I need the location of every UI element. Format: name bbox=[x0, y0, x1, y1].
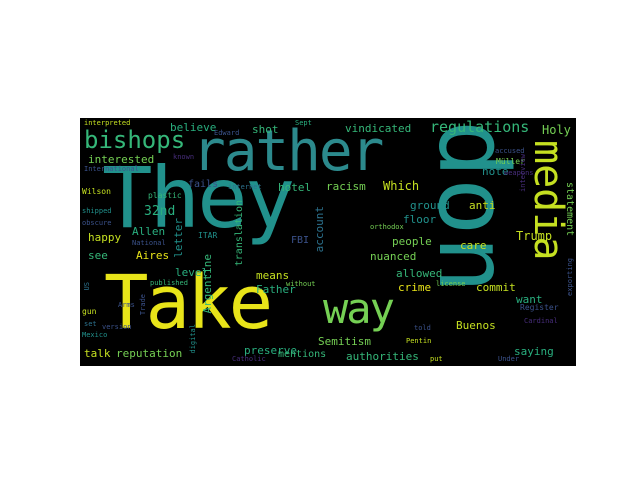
word-which: Which bbox=[383, 179, 420, 193]
word-mexico: Mexico bbox=[82, 331, 108, 339]
word-care: care bbox=[460, 239, 487, 252]
word-set: set bbox=[84, 320, 97, 328]
word-register: Register bbox=[520, 303, 559, 312]
word-trump: Trump bbox=[516, 229, 553, 243]
word-version: version bbox=[102, 323, 132, 331]
word-saying: saying bbox=[514, 345, 554, 358]
word-internet: internet bbox=[228, 183, 262, 191]
word-32nd: 32nd bbox=[144, 204, 176, 219]
word-cardinal: Cardinal bbox=[524, 317, 558, 325]
word-means: means bbox=[256, 269, 290, 282]
word-nuanced: nuanced bbox=[370, 250, 417, 263]
word-buenos: Buenos bbox=[456, 319, 496, 332]
word-fbi: FBI bbox=[291, 235, 310, 246]
word-crime: crime bbox=[398, 281, 432, 294]
word-father: Father bbox=[256, 283, 296, 296]
word-reputation: reputation bbox=[116, 347, 183, 360]
word-vindicated: vindicated bbox=[345, 122, 412, 135]
word-statement: statement bbox=[564, 182, 575, 237]
word-people: people bbox=[392, 235, 432, 248]
word-catholic: Catholic bbox=[232, 355, 266, 363]
word-commit: commit bbox=[476, 281, 516, 294]
word-account: account bbox=[313, 206, 326, 253]
word-holy: Holy bbox=[542, 123, 571, 137]
word-international: International bbox=[84, 165, 139, 173]
word-wilson: Wilson bbox=[82, 187, 111, 196]
word-cloud: They Take don rather media way bishops r… bbox=[80, 118, 576, 366]
word-rather: rather bbox=[192, 119, 384, 184]
word-bishops: bishops bbox=[84, 126, 186, 154]
word-happy: happy bbox=[88, 231, 122, 244]
word-believe: believe bbox=[170, 121, 217, 134]
word-aires: Aires bbox=[136, 249, 170, 262]
word-semitism: Semitism bbox=[318, 335, 371, 348]
word-orthodox: orthodox bbox=[370, 223, 404, 231]
word-sept: Sept bbox=[295, 119, 312, 127]
word-put: put bbox=[430, 355, 443, 363]
word-under: Under bbox=[498, 355, 520, 363]
word-arms: Arms bbox=[118, 301, 135, 309]
word-weapons: weapons bbox=[504, 169, 534, 177]
word-pentin: Pentin bbox=[406, 337, 432, 345]
word-authorities: authorities bbox=[346, 350, 419, 363]
word-shipped: shipped bbox=[82, 207, 112, 215]
word-license: license bbox=[436, 280, 466, 288]
word-see: see bbox=[88, 249, 108, 262]
word-fails: fails bbox=[188, 179, 219, 190]
word-itar: ITAR bbox=[198, 231, 218, 240]
word-hotel: hotel bbox=[278, 181, 312, 194]
word-regulations: regulations bbox=[430, 118, 530, 136]
word-translation: translation bbox=[234, 200, 245, 267]
word-gun: gun bbox=[82, 307, 97, 316]
word-racism: racism bbox=[326, 180, 366, 193]
word-floor: floor bbox=[403, 213, 437, 226]
word-obscure: obscure bbox=[82, 219, 112, 227]
word-talk: talk bbox=[84, 347, 111, 360]
word-interested: interested bbox=[88, 153, 155, 166]
word-preserve: preserve bbox=[244, 344, 297, 357]
word-published: published bbox=[150, 279, 188, 287]
word-exporting: exporting bbox=[566, 258, 574, 296]
word-interpreted: interpreted bbox=[84, 119, 131, 127]
word-anti: anti bbox=[469, 199, 496, 212]
word-us: US bbox=[83, 282, 91, 291]
word-shot: shot bbox=[252, 123, 279, 136]
word-take: Take bbox=[104, 260, 273, 346]
word-told: told bbox=[414, 324, 431, 332]
word-they: They bbox=[102, 149, 295, 247]
word-media: media bbox=[525, 140, 571, 261]
word-without: without bbox=[286, 280, 316, 288]
word-accused: accused bbox=[495, 147, 525, 155]
word-national: National bbox=[132, 239, 166, 247]
word-note: note bbox=[482, 165, 509, 178]
word-trade: Trade bbox=[139, 294, 147, 316]
word-mentions: mentions bbox=[278, 349, 327, 360]
word-allowed: allowed bbox=[396, 267, 443, 280]
word-interview: interview bbox=[519, 154, 527, 192]
word-digital: digital bbox=[189, 324, 197, 354]
word-argentine: Argentine bbox=[201, 254, 214, 314]
word-allen: Allen bbox=[132, 225, 166, 238]
word-way: way bbox=[323, 284, 395, 333]
word-known: known bbox=[173, 153, 195, 161]
word-plastic: plastic bbox=[148, 191, 182, 200]
word-letter: letter bbox=[172, 218, 185, 258]
word-muller: Müller bbox=[496, 157, 525, 166]
word-edward: Edward bbox=[214, 129, 240, 137]
word-want: want bbox=[516, 293, 543, 306]
word-level: level bbox=[175, 266, 209, 279]
word-don: don bbox=[417, 120, 529, 294]
word-ground: ground bbox=[410, 199, 450, 212]
